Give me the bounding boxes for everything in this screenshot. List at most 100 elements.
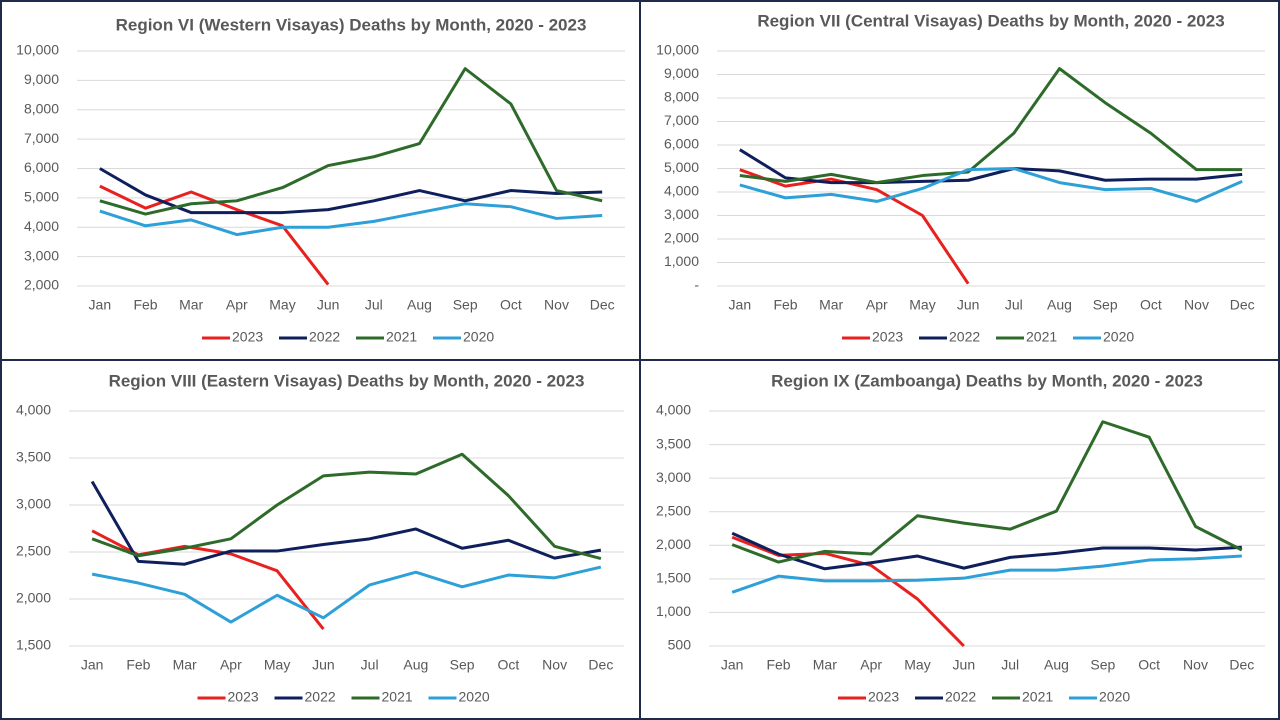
y-tick-label: 7,000 bbox=[664, 112, 699, 128]
chart-title: Region VII (Central Visayas) Deaths by M… bbox=[757, 11, 1224, 30]
x-tick-label: Oct bbox=[1140, 297, 1162, 313]
legend-label: 2020 bbox=[1099, 689, 1130, 705]
x-tick-label: Mar bbox=[173, 657, 197, 673]
y-tick-label: 5,000 bbox=[24, 189, 59, 205]
x-tick-label: Nov bbox=[542, 657, 567, 673]
x-tick-label: Jan bbox=[729, 297, 752, 313]
x-tick-label: May bbox=[909, 297, 935, 313]
legend-label: 2022 bbox=[305, 689, 336, 705]
legend-label: 2022 bbox=[309, 329, 340, 345]
y-tick-label: 2,000 bbox=[24, 277, 59, 293]
series-line bbox=[91, 452, 602, 561]
y-tick-label: 6,000 bbox=[24, 159, 59, 175]
series-line bbox=[739, 67, 1243, 185]
chart: Region VI (Western Visayas) Deaths by Mo… bbox=[16, 15, 625, 345]
series-line bbox=[731, 554, 1242, 594]
y-tick-label: 1,000 bbox=[656, 603, 691, 619]
y-tick-label: 9,000 bbox=[24, 71, 59, 87]
x-tick-label: Jan bbox=[81, 657, 104, 673]
x-tick-label: Sep bbox=[1090, 657, 1115, 673]
legend-label: 2021 bbox=[382, 689, 413, 705]
x-tick-label: Mar bbox=[813, 657, 837, 673]
series-line bbox=[739, 168, 970, 285]
x-tick-label: Nov bbox=[544, 297, 569, 313]
x-tick-label: May bbox=[904, 657, 930, 673]
chart-title: Region VI (Western Visayas) Deaths by Mo… bbox=[116, 15, 587, 34]
series-line bbox=[731, 420, 1243, 564]
series-line bbox=[99, 202, 603, 237]
x-tick-label: Aug bbox=[1044, 657, 1069, 673]
y-tick-label: 2,000 bbox=[16, 590, 51, 606]
series-line bbox=[731, 535, 965, 648]
legend-label: 2023 bbox=[868, 689, 899, 705]
legend-label: 2020 bbox=[459, 689, 490, 705]
y-tick-label: 2,500 bbox=[656, 502, 691, 518]
x-tick-label: Oct bbox=[497, 657, 519, 673]
x-tick-label: Jul bbox=[365, 297, 383, 313]
x-tick-label: Jun bbox=[953, 657, 976, 673]
x-tick-label: May bbox=[264, 657, 290, 673]
y-tick-label: 6,000 bbox=[664, 136, 699, 152]
series-line bbox=[731, 531, 1242, 571]
x-tick-label: Jun bbox=[957, 297, 980, 313]
y-tick-label: 1,000 bbox=[664, 253, 699, 269]
x-tick-label: Dec bbox=[1230, 297, 1255, 313]
x-tick-label: Feb bbox=[766, 657, 790, 673]
y-tick-label: 9,000 bbox=[664, 65, 699, 81]
chart-title: Region VIII (Eastern Visayas) Deaths by … bbox=[109, 371, 585, 390]
legend-label: 2022 bbox=[945, 689, 976, 705]
y-tick-label: 4,000 bbox=[664, 183, 699, 199]
series-line bbox=[90, 480, 602, 566]
y-tick-label: 500 bbox=[668, 637, 692, 653]
chart: Region VIII (Eastern Visayas) Deaths by … bbox=[16, 371, 624, 705]
x-tick-label: Oct bbox=[1138, 657, 1160, 673]
y-tick-label: 4,000 bbox=[16, 402, 51, 418]
y-tick-label: 2,500 bbox=[16, 543, 51, 559]
y-tick-label: 2,000 bbox=[656, 536, 691, 552]
x-tick-label: Nov bbox=[1183, 657, 1208, 673]
y-tick-label: 1,500 bbox=[656, 570, 691, 586]
chart: Region IX (Zamboanga) Deaths by Month, 2… bbox=[656, 371, 1265, 705]
x-tick-label: Aug bbox=[407, 297, 432, 313]
legend-label: 2021 bbox=[386, 329, 417, 345]
y-tick-label: 4,000 bbox=[24, 218, 59, 234]
x-tick-label: Mar bbox=[819, 297, 843, 313]
y-tick-label: 4,000 bbox=[656, 402, 691, 418]
y-tick-label: 3,000 bbox=[656, 469, 691, 485]
y-tick-label: 3,000 bbox=[16, 496, 51, 512]
series-line bbox=[99, 67, 603, 216]
x-tick-label: Dec bbox=[590, 297, 615, 313]
x-tick-label: Aug bbox=[403, 657, 428, 673]
x-tick-label: Oct bbox=[500, 297, 522, 313]
y-tick-label: 2,000 bbox=[664, 230, 699, 246]
y-tick-label: 5,000 bbox=[664, 159, 699, 175]
x-tick-label: Feb bbox=[126, 657, 150, 673]
x-tick-label: Nov bbox=[1184, 297, 1209, 313]
legend-label: 2021 bbox=[1026, 329, 1057, 345]
chart-title: Region IX (Zamboanga) Deaths by Month, 2… bbox=[771, 371, 1203, 390]
y-tick-label: 10,000 bbox=[656, 42, 699, 58]
chart: Region VII (Central Visayas) Deaths by M… bbox=[656, 11, 1265, 345]
x-tick-label: Jul bbox=[1005, 297, 1023, 313]
x-tick-label: Feb bbox=[133, 297, 157, 313]
x-tick-label: Apr bbox=[860, 657, 882, 673]
y-tick-label: 1,500 bbox=[16, 637, 51, 653]
y-tick-label: 8,000 bbox=[664, 89, 699, 105]
legend-label: 2020 bbox=[463, 329, 494, 345]
series-line bbox=[99, 167, 603, 215]
y-tick-label: 8,000 bbox=[24, 100, 59, 116]
y-tick-label: 10,000 bbox=[16, 42, 59, 58]
y-tick-label: 3,000 bbox=[664, 206, 699, 222]
legend-label: 2023 bbox=[232, 329, 263, 345]
x-tick-label: Feb bbox=[773, 297, 797, 313]
y-tick-label: 7,000 bbox=[24, 130, 59, 146]
x-tick-label: May bbox=[269, 297, 295, 313]
x-tick-label: Dec bbox=[1229, 657, 1254, 673]
x-tick-label: Sep bbox=[450, 657, 475, 673]
legend-label: 2023 bbox=[872, 329, 903, 345]
x-tick-label: Apr bbox=[866, 297, 888, 313]
series-line bbox=[91, 565, 602, 624]
y-tick-label: 3,500 bbox=[16, 449, 51, 465]
x-tick-label: Aug bbox=[1047, 297, 1072, 313]
